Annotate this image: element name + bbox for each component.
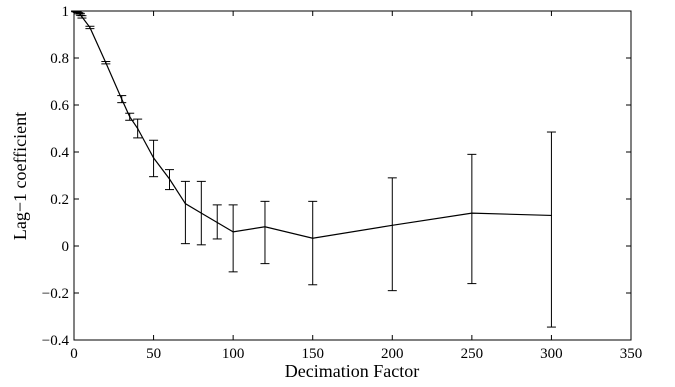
x-tick-label: 50: [146, 346, 161, 362]
data-point: [200, 212, 202, 214]
data-point: [232, 231, 234, 233]
data-point: [79, 13, 81, 16]
y-tick-label: 0.2: [50, 192, 69, 208]
y-axis-label: Lag−1 coefficient: [10, 112, 30, 240]
x-tick-label: 150: [301, 346, 324, 362]
y-tick-label: 0.4: [50, 145, 69, 161]
data-point: [264, 226, 266, 228]
series-line: [75, 10, 552, 239]
x-tick-label: 350: [620, 346, 643, 362]
y-tick-label: 0.6: [50, 98, 69, 114]
y-tick-label: 0: [62, 239, 70, 255]
data-point: [216, 221, 218, 224]
data-point: [312, 237, 314, 239]
data-point: [137, 127, 139, 130]
x-tick-label: 0: [70, 346, 78, 362]
data-point: [168, 178, 171, 180]
data-point: [89, 26, 91, 29]
x-tick-label: 300: [540, 346, 563, 362]
data-point: [129, 116, 131, 118]
data-point: [550, 214, 553, 217]
y-tick-label: 0.8: [50, 51, 69, 67]
data-point: [152, 157, 155, 159]
plot-frame: [73, 10, 632, 341]
y-tick-label: 1: [62, 4, 70, 20]
x-tick-label: 100: [222, 346, 245, 362]
y-tick-label: −0.4: [42, 333, 70, 349]
data-point: [105, 62, 107, 64]
x-tick-label: 200: [381, 346, 404, 362]
x-tick-label: 250: [461, 346, 484, 362]
data-point: [471, 212, 473, 214]
data-point: [184, 203, 186, 205]
data-point: [121, 98, 123, 100]
data-point: [81, 16, 83, 18]
y-tick-label: −0.2: [42, 286, 69, 302]
plot-area: 0 50 100 150 200 250 300 350 −0.4 −0.2 0 0.2 0.4 0.6 0…: [42, 4, 642, 362]
data-point: [391, 224, 393, 226]
x-axis-label: Decimation Factor: [285, 361, 419, 381]
